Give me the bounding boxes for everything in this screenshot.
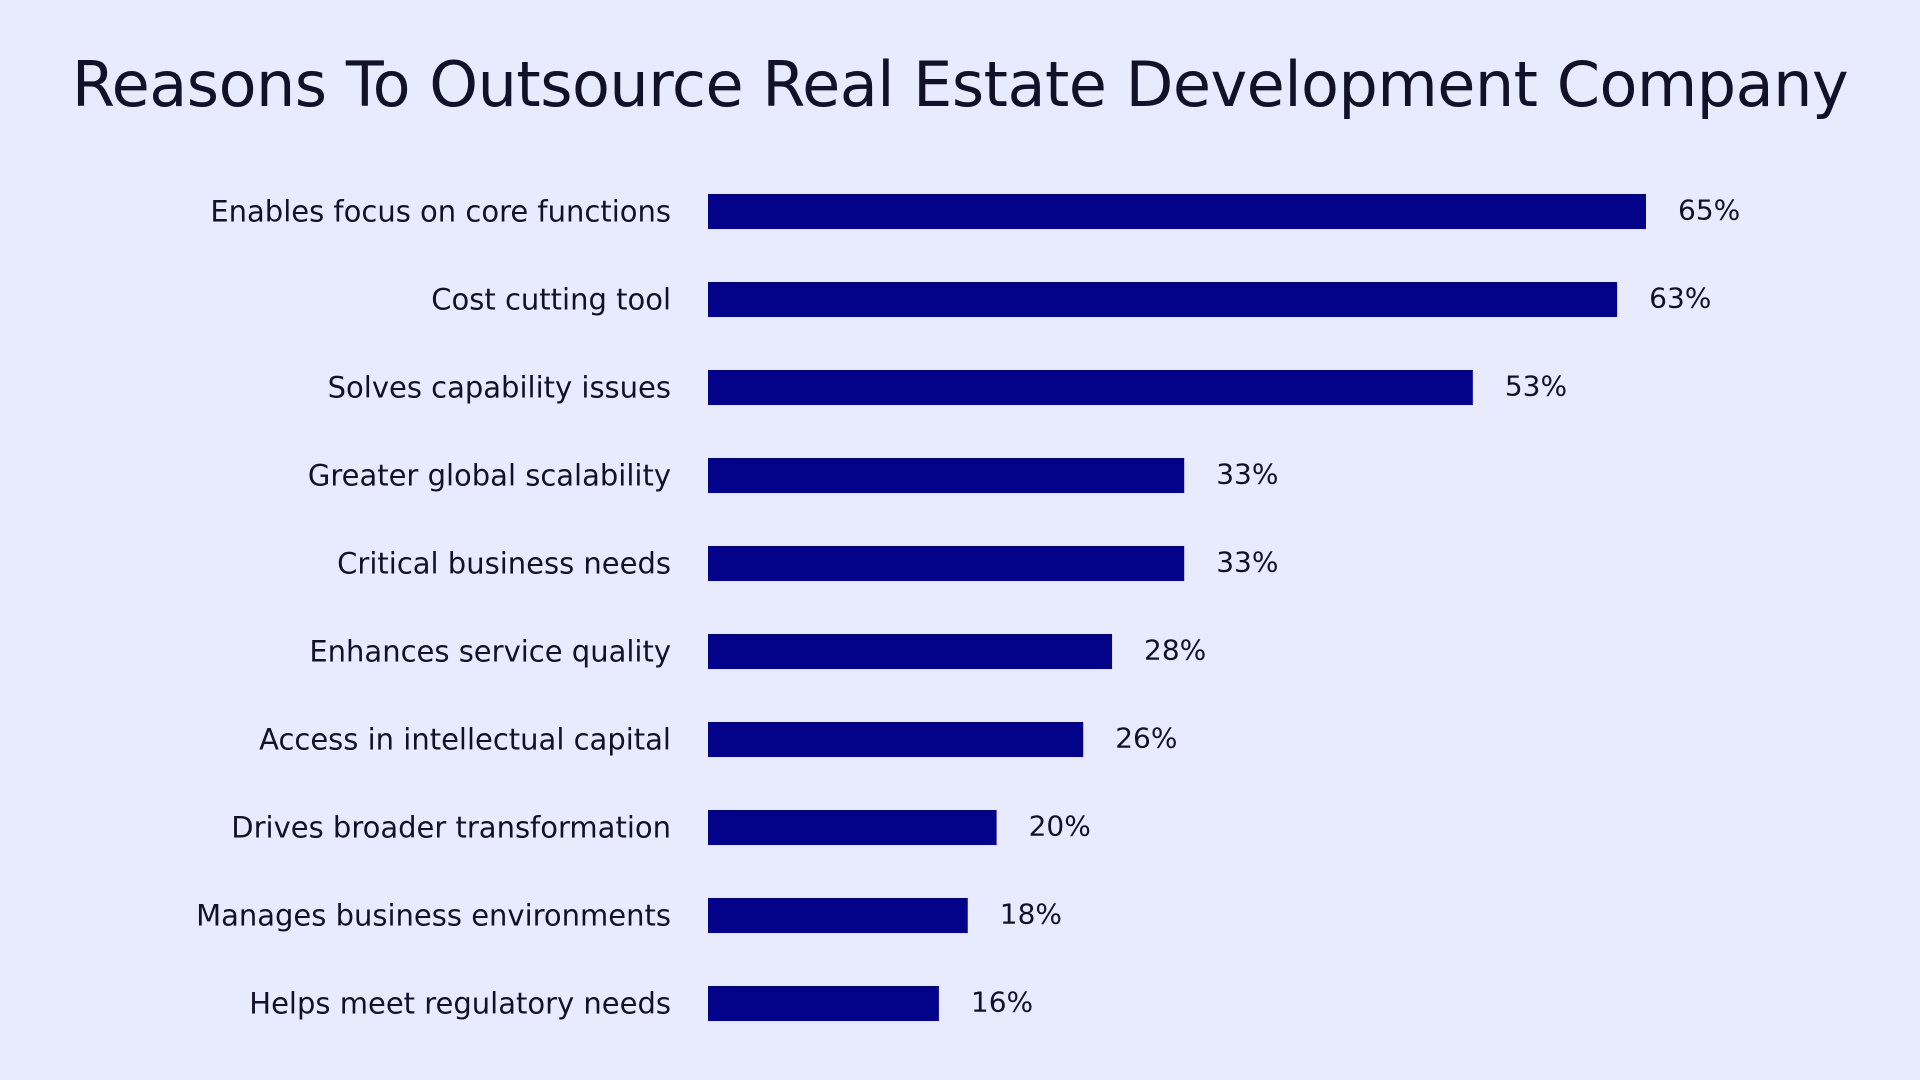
bar bbox=[708, 194, 1646, 229]
chart-title: Reasons To Outsource Real Estate Develop… bbox=[71, 48, 1849, 121]
value-label: 20% bbox=[1029, 810, 1091, 843]
bar bbox=[708, 282, 1618, 317]
value-label: 26% bbox=[1115, 722, 1177, 755]
category-label: Enables focus on core functions bbox=[210, 195, 671, 229]
bar bbox=[708, 722, 1084, 757]
value-label: 18% bbox=[1000, 898, 1062, 931]
value-label: 33% bbox=[1216, 546, 1278, 579]
category-label: Greater global scalability bbox=[308, 459, 671, 493]
bar bbox=[708, 370, 1473, 405]
value-label: 63% bbox=[1649, 282, 1711, 315]
bar bbox=[708, 810, 997, 845]
category-label: Manages business environments bbox=[196, 899, 671, 933]
category-label: Solves capability issues bbox=[328, 371, 671, 405]
category-label: Cost cutting tool bbox=[431, 283, 671, 317]
value-label: 65% bbox=[1678, 194, 1740, 227]
value-label: 28% bbox=[1144, 634, 1206, 667]
value-label: 16% bbox=[971, 986, 1033, 1019]
bar bbox=[708, 986, 939, 1021]
bar bbox=[708, 898, 968, 933]
category-label: Enhances service quality bbox=[309, 635, 671, 669]
category-label: Critical business needs bbox=[337, 547, 671, 581]
bar bbox=[708, 634, 1113, 669]
bar bbox=[708, 546, 1185, 581]
category-label: Drives broader transformation bbox=[231, 811, 671, 845]
bar bbox=[708, 458, 1185, 493]
category-label: Helps meet regulatory needs bbox=[249, 987, 671, 1021]
value-label: 33% bbox=[1216, 458, 1278, 491]
category-label: Access in intellectual capital bbox=[259, 723, 671, 757]
value-label: 53% bbox=[1505, 370, 1567, 403]
